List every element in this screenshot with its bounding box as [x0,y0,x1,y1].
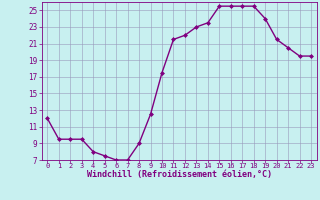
X-axis label: Windchill (Refroidissement éolien,°C): Windchill (Refroidissement éolien,°C) [87,170,272,179]
